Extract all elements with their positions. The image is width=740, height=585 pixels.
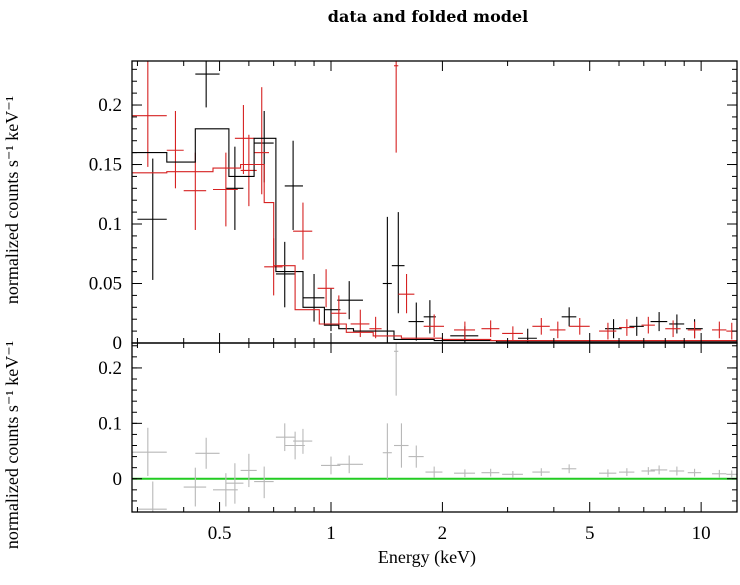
residual-point bbox=[240, 453, 257, 488]
residual-point bbox=[394, 423, 409, 468]
model-step-line bbox=[132, 128, 737, 343]
residual-point bbox=[337, 455, 363, 474]
data-point bbox=[234, 105, 255, 175]
residual-point bbox=[225, 463, 244, 504]
data-point bbox=[330, 295, 347, 329]
data-point bbox=[302, 273, 325, 322]
data-point bbox=[641, 316, 655, 334]
y-tick-label: 0 bbox=[113, 469, 123, 490]
data-point bbox=[481, 320, 500, 338]
y-tick-label: 0.2 bbox=[98, 358, 122, 379]
residual-point bbox=[481, 468, 500, 477]
data-point bbox=[665, 320, 681, 338]
top-panel-plot bbox=[132, 61, 737, 343]
residual-point bbox=[454, 469, 476, 478]
data-point bbox=[561, 307, 577, 327]
data-point bbox=[317, 269, 335, 308]
data-point bbox=[183, 152, 207, 230]
residual-point bbox=[394, 343, 399, 396]
data-point bbox=[293, 202, 313, 260]
data-point bbox=[423, 314, 445, 338]
x-tick-label: 5 bbox=[585, 523, 595, 544]
panel-frame bbox=[131, 60, 738, 344]
y-tick-label: 0 bbox=[113, 333, 123, 354]
data-point bbox=[650, 312, 668, 332]
bottom-y-axis-label: normalized counts s⁻¹ keV⁻¹ bbox=[2, 341, 22, 549]
residual-point bbox=[408, 445, 424, 468]
data-point bbox=[132, 61, 167, 167]
residual-point bbox=[532, 468, 550, 476]
data-point bbox=[549, 321, 566, 339]
x-tick-label: 0.5 bbox=[208, 523, 232, 544]
bottom-panel-plot bbox=[132, 343, 737, 512]
residual-point bbox=[254, 466, 274, 499]
x-tick-label: 10 bbox=[692, 523, 711, 544]
data-point bbox=[408, 302, 424, 341]
residual-point bbox=[275, 423, 296, 452]
data-point bbox=[382, 216, 392, 343]
residual-point bbox=[293, 428, 313, 454]
data-point bbox=[502, 326, 523, 341]
data-point bbox=[687, 321, 702, 339]
x-axis-label: Energy (keV) bbox=[378, 547, 476, 568]
residual-point bbox=[425, 466, 443, 478]
y-tick-label: 0.1 bbox=[98, 413, 122, 434]
data-point bbox=[454, 321, 476, 339]
y-tick-label: 0.1 bbox=[98, 214, 122, 235]
data-point bbox=[629, 316, 644, 336]
residual-point bbox=[321, 456, 341, 475]
data-point bbox=[391, 212, 405, 314]
residual-point bbox=[213, 473, 238, 507]
data-point bbox=[275, 241, 296, 308]
data-point bbox=[254, 87, 269, 195]
top-y-axis-label: normalized counts s⁻¹ keV⁻¹ bbox=[2, 96, 22, 304]
data-point bbox=[599, 322, 617, 340]
data-point bbox=[137, 158, 167, 280]
residual-point bbox=[561, 464, 577, 474]
x-tick-label: 2 bbox=[438, 523, 448, 544]
y-tick-label: 0.2 bbox=[98, 95, 122, 116]
panel-frames: 0 0.05 0.1 0.15 0.2 0 0.1 0.2 0.5 1 2 5 10 bbox=[89, 60, 738, 544]
residual-point bbox=[687, 468, 702, 477]
residual-point bbox=[382, 423, 392, 479]
panel-frame bbox=[131, 342, 738, 513]
data-point bbox=[619, 319, 635, 336]
data-point bbox=[225, 146, 244, 230]
data-point bbox=[669, 314, 685, 334]
data-point bbox=[394, 61, 399, 153]
data-point bbox=[712, 321, 727, 339]
y-tick-label: 0.05 bbox=[89, 274, 122, 295]
residual-point bbox=[726, 470, 737, 479]
data-point bbox=[569, 318, 590, 335]
residual-point bbox=[195, 437, 220, 469]
residual-point bbox=[669, 466, 685, 476]
data-point bbox=[195, 61, 220, 108]
x-tick-label: 1 bbox=[326, 523, 336, 544]
chart-title: data and folded model bbox=[328, 7, 528, 26]
residual-point bbox=[502, 470, 523, 478]
y-tick-label: 0.15 bbox=[89, 155, 122, 176]
data-point bbox=[532, 318, 550, 335]
data-point bbox=[350, 309, 370, 338]
residual-point bbox=[284, 431, 305, 460]
residual-point bbox=[619, 468, 635, 476]
residual-point bbox=[132, 427, 167, 476]
residual-point bbox=[712, 469, 727, 478]
data-point bbox=[213, 152, 238, 227]
residual-point bbox=[137, 481, 167, 512]
residual-point bbox=[183, 467, 207, 507]
model-step-line bbox=[132, 163, 737, 342]
data-point bbox=[337, 281, 363, 320]
residual-point bbox=[650, 465, 668, 475]
residual-point bbox=[641, 467, 655, 475]
data-point bbox=[369, 316, 382, 339]
residual-point bbox=[599, 469, 617, 478]
data-point bbox=[166, 110, 184, 189]
data-point bbox=[398, 273, 415, 314]
data-point bbox=[284, 140, 303, 230]
